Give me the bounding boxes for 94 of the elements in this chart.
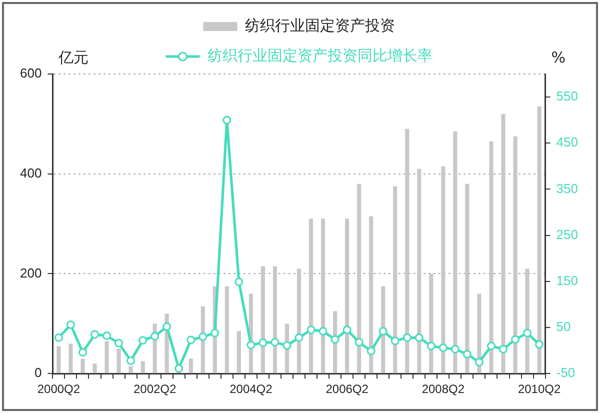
point <box>342 326 352 334</box>
point <box>414 333 424 342</box>
bar <box>537 106 542 374</box>
bar <box>405 128 410 374</box>
bar <box>320 218 326 374</box>
point <box>186 336 196 344</box>
bar <box>429 274 434 374</box>
bar <box>92 364 97 374</box>
bar <box>56 346 61 374</box>
point <box>90 330 99 339</box>
point <box>462 350 472 358</box>
bar <box>417 168 422 374</box>
point <box>54 333 63 342</box>
point <box>426 342 436 350</box>
bar <box>501 114 506 374</box>
point <box>330 335 340 344</box>
point <box>354 338 364 347</box>
point <box>126 356 136 365</box>
y2-tick-label: 550 <box>556 88 578 104</box>
bar <box>188 358 193 374</box>
point <box>270 338 280 347</box>
point <box>366 346 376 356</box>
bar <box>128 366 133 374</box>
x-tick-label: 2002Q2 <box>133 382 176 396</box>
point <box>294 333 304 342</box>
bar <box>236 331 241 374</box>
bar <box>525 268 530 374</box>
point <box>499 344 508 354</box>
y2-axis-title: % <box>551 48 566 66</box>
y2-tick-label: 450 <box>556 134 578 150</box>
point <box>78 348 87 357</box>
bar <box>80 358 85 374</box>
point <box>318 326 328 336</box>
x-tick-label: 2006Q2 <box>326 382 369 396</box>
point <box>162 322 172 331</box>
point <box>198 332 208 341</box>
x-tick-label: 2008Q2 <box>422 382 465 396</box>
point <box>438 344 448 352</box>
bar <box>465 184 470 374</box>
y-tick-label: 200 <box>20 265 42 280</box>
point <box>234 278 244 286</box>
point <box>150 332 160 341</box>
y2-tick-label: 50 <box>556 319 571 334</box>
point <box>306 326 316 334</box>
bar <box>140 361 145 374</box>
bar <box>369 216 374 374</box>
bar <box>260 266 265 374</box>
legend-label: 纺织行业固定资产投资同比增长率 <box>207 46 432 64</box>
bar <box>489 141 494 374</box>
point <box>66 320 75 329</box>
point <box>450 344 460 354</box>
bar <box>357 184 362 374</box>
point <box>474 358 484 366</box>
x-tick-label: 2004Q2 <box>230 382 273 396</box>
x-tick-label: 2010Q2 <box>518 382 561 396</box>
y2-tick-label: -50 <box>556 365 576 380</box>
point <box>535 340 544 349</box>
point <box>402 333 412 342</box>
point <box>138 336 148 345</box>
point <box>102 332 112 340</box>
y2-tick-label: 150 <box>556 272 578 288</box>
bar <box>345 218 350 374</box>
legend-label: 纺织行业固定资产投资 <box>244 16 395 34</box>
point <box>378 326 388 336</box>
bar <box>453 131 458 374</box>
point <box>114 338 124 348</box>
y2-tick-label: 350 <box>556 180 578 196</box>
y-tick-label: 0 <box>34 365 42 380</box>
bar <box>308 218 314 374</box>
point <box>523 328 532 338</box>
point <box>390 336 400 346</box>
bar <box>441 166 446 374</box>
bar <box>116 348 121 374</box>
point <box>282 341 292 350</box>
x-tick-label: 2000Q2 <box>37 382 80 396</box>
point <box>511 335 520 344</box>
bar <box>513 136 518 374</box>
point <box>486 342 496 350</box>
bar <box>68 344 73 374</box>
bar <box>296 268 302 374</box>
bar <box>477 294 482 374</box>
point <box>174 364 184 373</box>
y2-tick-label: 250 <box>556 226 578 242</box>
bar <box>224 286 229 374</box>
point <box>222 116 232 124</box>
y-tick-label: 400 <box>20 165 42 180</box>
point <box>210 328 220 338</box>
y-axis-title: 亿元 <box>58 48 89 66</box>
point <box>258 338 268 347</box>
bar <box>104 341 109 374</box>
y-tick-label: 600 <box>20 66 42 81</box>
point <box>246 340 256 350</box>
bar <box>393 186 398 374</box>
bar <box>272 266 278 374</box>
